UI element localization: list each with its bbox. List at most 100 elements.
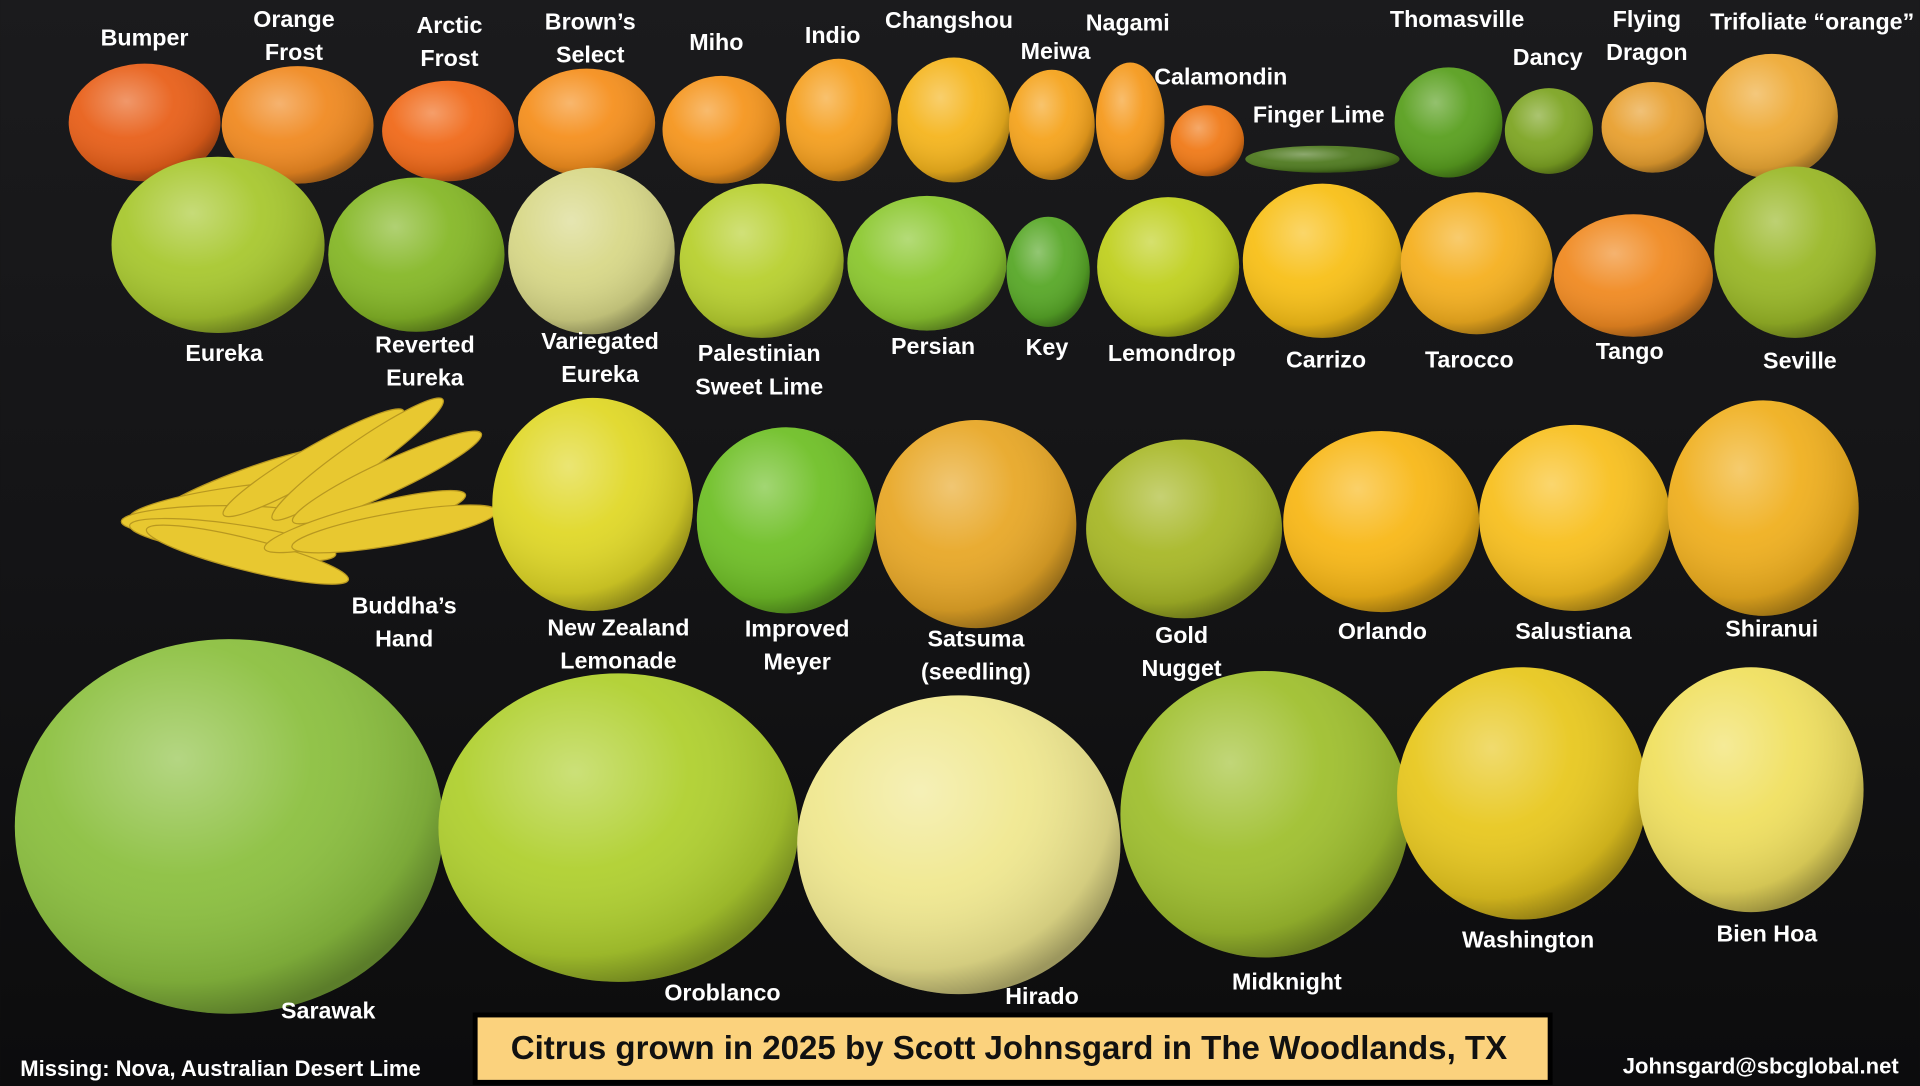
fruit (1667, 400, 1859, 616)
fruit (1400, 192, 1553, 335)
fruit-label: Sweet Lime (695, 373, 823, 399)
fruit-label: Frost (265, 39, 323, 65)
fruit-shading (1170, 105, 1245, 177)
fruit-shading (1097, 197, 1240, 337)
fruit-label: Key (1026, 334, 1069, 360)
fruit-shading (1394, 67, 1503, 178)
fruit-label: Variegated (541, 328, 659, 354)
fruit-label: Eureka (185, 340, 264, 366)
fruit-finger (145, 524, 350, 585)
fruit (508, 167, 675, 335)
fruit-label: Tango (1596, 338, 1664, 364)
fruit-label: Meyer (764, 649, 831, 675)
fruit (1095, 62, 1165, 180)
fruit (492, 397, 694, 611)
fruit-finger (291, 430, 483, 525)
fruit (328, 177, 505, 332)
fruit-label: Meiwa (1021, 38, 1092, 64)
fruit (1397, 667, 1647, 920)
label-group: Bumper Orange Frost Arctic Frost Brown’s Selec… (101, 6, 1915, 1024)
fruit (1242, 183, 1402, 338)
fruit (221, 66, 374, 184)
fruit-shading (679, 183, 844, 338)
fruit-shading (1553, 214, 1713, 337)
fruit-label: Carrizo (1286, 346, 1366, 372)
fruit-shading (1245, 145, 1400, 173)
fruit-label: Seville (1763, 348, 1837, 374)
fruit (1638, 667, 1864, 913)
fruit-shading (1714, 166, 1876, 338)
fruit (1504, 88, 1593, 174)
fruit-label: Eureka (386, 365, 465, 391)
fruit-shading (1242, 183, 1402, 338)
fruit (1705, 53, 1838, 179)
fruit (1097, 197, 1240, 337)
fruit-label: Reverted (375, 332, 475, 358)
missing-note: Missing: Nova, Australian Desert Lime (20, 1056, 420, 1081)
email: Johnsgard@sbcglobal.net (1623, 1053, 1900, 1078)
fruit (662, 75, 781, 184)
fruit-label: Salustiana (1515, 618, 1632, 644)
fruit-label: (seedling) (921, 659, 1031, 685)
fruit-label: Thomasville (1390, 6, 1524, 32)
fruit (1170, 105, 1245, 177)
fruit-shading (111, 156, 325, 334)
fruit-label: Washington (1462, 927, 1594, 953)
fruit-shading (1120, 670, 1410, 958)
fruit-label: Tarocco (1425, 346, 1514, 372)
fruit-label: Nagami (1086, 10, 1170, 36)
fruit-shading (221, 66, 374, 184)
fruit-shading (875, 419, 1077, 629)
fruit-label: Trifoliate “orange” (1710, 8, 1914, 34)
fruit-shading (696, 427, 876, 614)
fruit-shading (438, 673, 799, 982)
fruit (679, 183, 844, 338)
fruit-shading (1086, 439, 1283, 619)
fruit-label: Calamondin (1154, 63, 1287, 89)
fruit (786, 58, 892, 182)
fruit (1714, 166, 1876, 338)
fruit-label: Finger Lime (1253, 101, 1385, 127)
fruit-label: Improved (745, 616, 850, 642)
fruit-shading (1705, 53, 1838, 179)
fruit-label: New Zealand (547, 614, 689, 640)
fruit-label: Flying (1613, 6, 1681, 32)
fruit-shading (518, 68, 656, 177)
fruit (518, 68, 656, 177)
fruit-label: Satsuma (927, 625, 1025, 651)
fruit-label: Hirado (1005, 983, 1079, 1009)
fruit (1601, 82, 1705, 173)
fruit-shading (897, 57, 1011, 183)
fruit (120, 397, 498, 585)
fruit-shading (1008, 69, 1095, 180)
fruit-shading (1095, 62, 1165, 180)
fruit-group (14, 53, 1876, 1014)
fruit-label: Eureka (561, 361, 640, 387)
fruit (847, 195, 1007, 331)
fruit (1245, 145, 1400, 173)
fruit-label: Bien Hoa (1716, 921, 1818, 947)
fruit-shading (1479, 424, 1671, 611)
fruit-shading (1667, 400, 1859, 616)
fruit-shading (14, 639, 444, 1014)
fruit-shading (847, 195, 1007, 331)
fruit (68, 63, 221, 182)
fruit-shading (786, 58, 892, 182)
fruit-label: Shiranui (1725, 616, 1818, 642)
fruit (14, 639, 444, 1014)
fruit-label: Buddha’s (352, 592, 457, 618)
fruit-label: Brown’s (545, 8, 636, 34)
fruit-label: Gold (1155, 622, 1208, 648)
title: Citrus grown in 2025 by Scott Johnsgard … (511, 1030, 1507, 1067)
fruit (382, 80, 515, 182)
fruit-label: Dragon (1606, 39, 1687, 65)
fruit-label: Midknight (1232, 968, 1342, 994)
fruit-shading (797, 695, 1121, 995)
fruit (1479, 424, 1671, 611)
fruit-label: Miho (689, 29, 743, 55)
fruit-shading (1397, 667, 1647, 920)
fruit-label: Sarawak (281, 998, 375, 1024)
fruit (797, 695, 1121, 995)
